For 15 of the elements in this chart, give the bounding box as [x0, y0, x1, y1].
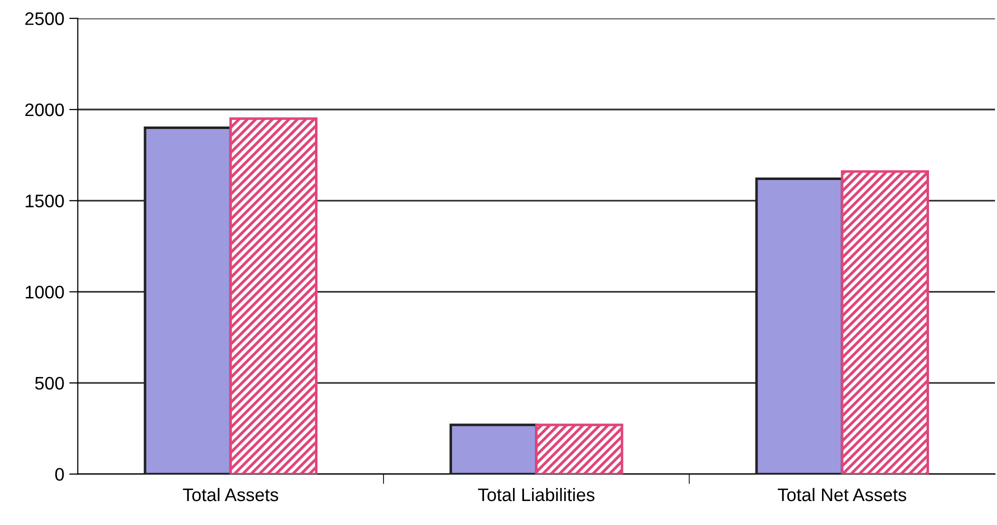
y-tick-label: 0	[55, 468, 64, 481]
bar	[450, 424, 538, 474]
bar	[229, 117, 318, 474]
y-tick-label: 500	[35, 376, 64, 390]
y-tick-label: 2500	[25, 12, 64, 26]
bar	[535, 424, 624, 474]
x-tick-label: Total Liabilities	[478, 488, 594, 502]
bar	[755, 178, 844, 474]
bar	[840, 170, 929, 474]
y-tick-label: 1000	[26, 286, 64, 299]
x-tick-label: Total Assets	[182, 488, 278, 502]
y-tick-label: 1500	[26, 194, 64, 208]
bar	[144, 126, 232, 474]
x-tick-label: Total Net Assets	[778, 488, 906, 502]
y-tick-label: 2000	[25, 103, 64, 116]
